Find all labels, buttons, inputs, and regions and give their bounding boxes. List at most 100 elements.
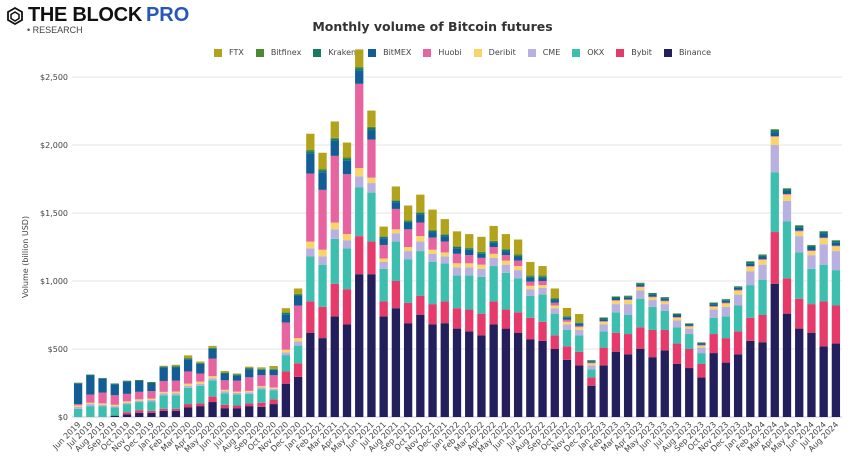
legend-item-cme[interactable]: CME [527,48,560,57]
bar-segment-cme [330,229,339,239]
bar-segment-bitmex [416,214,425,223]
bar-segment-binance [807,332,816,417]
legend-item-bitmex[interactable]: BitMEX [368,48,411,57]
bar-segment-binance [440,323,449,417]
bar-segment-cme [746,271,755,286]
bar-segment-deribit [428,249,437,254]
bar-segment-bitfinex [770,129,779,131]
legend-item-binance[interactable]: Binance [663,48,711,57]
bar-segment-kraken [379,236,388,239]
bar-segment-cme [367,183,376,193]
bar-segment-kraken [122,380,132,382]
bar-segment-bitmex [379,238,388,245]
bar-segment-deribit [648,297,657,301]
bar-segment-bybit [208,396,217,403]
bar-segment-kraken [245,368,254,370]
bar-segment-huobi [636,286,645,288]
bar-segment-deribit [746,266,755,272]
bar-segment-bitfinex [636,282,645,284]
bar-segment-ftx [220,371,229,373]
bar-segment-huobi [685,325,694,327]
bar-stack [685,323,694,417]
bar-segment-cme [819,244,828,265]
bar-segment-bitfinex [318,169,327,171]
bar-segment-kraken [550,298,559,301]
bar-segment-huobi [293,305,303,339]
bar-segment-bitfinex [758,254,767,256]
bar-segment-okx [391,241,401,281]
bar-segment-huobi [465,255,474,264]
bar-segment-deribit [293,338,303,342]
bar-segment-bybit [428,304,437,325]
bar-stack [648,292,657,417]
legend-item-kraken[interactable]: Kraken [313,48,356,57]
bar-segment-ftx [342,142,352,158]
bar-segment-huobi [550,302,559,306]
bar-segment-bybit [330,283,339,317]
bar-segment-deribit [110,404,119,407]
bar-segment-huobi [562,319,572,322]
bar-stack [367,110,376,417]
bar-segment-huobi [367,139,376,178]
bar-stack [672,313,682,417]
bar-segment-cme [318,256,327,265]
bar-segment-bitmex [575,323,584,326]
bar-stack [110,383,119,417]
legend-item-okx[interactable]: OKX [572,48,604,57]
bar-segment-binance [183,407,193,417]
bar-stack [831,240,841,417]
bar-segment-bitmex [159,367,168,381]
bar-segment-binance [452,328,462,417]
bar-segment-okx [477,276,486,314]
legend-label: Bitfinex [270,48,302,57]
bar-segment-bitmex [135,380,144,392]
bar-segment-huobi [758,259,767,260]
bar-segment-kraken [709,303,718,305]
legend-item-bybit[interactable]: Bybit [616,48,652,57]
bar-segment-okx [208,380,217,397]
bar-segment-deribit [795,231,804,237]
legend-swatch [423,48,432,57]
bar-segment-deribit [367,177,376,184]
bar-stack [782,188,792,417]
bar-segment-okx [416,251,425,296]
bar-segment-bitfinex [391,200,401,201]
bar-segment-ftx [171,364,181,367]
bar-segment-cme [501,264,511,273]
bar-stack [807,244,816,417]
bar-segment-cme [122,402,132,405]
bar-segment-binance [293,376,303,417]
bar-segment-huobi [98,392,107,404]
bar-segment-deribit [660,301,669,305]
legend-item-huobi[interactable]: Huobi [423,48,462,57]
bar-segment-bitfinex [208,347,217,349]
bar-segment-bitfinex [465,247,474,249]
legend-label: OKX [587,48,605,57]
bar-segment-bitmex [122,381,132,394]
legend-item-ftx[interactable]: FTX [214,48,244,57]
bar-segment-kraken [501,249,511,252]
bar-segment-bitfinex [782,188,792,189]
bar-segment-bitmex [367,130,376,140]
bar-segment-kraken [685,323,694,325]
bar-segment-okx [232,394,242,406]
bar-stack [98,377,107,417]
bar-stack [623,295,633,417]
bar-stack [452,231,462,417]
bar-segment-okx [562,329,572,347]
bar-segment-cme [575,329,584,336]
bar-segment-bitfinex [819,231,828,232]
bar-segment-kraken [342,158,352,161]
bar-segment-bybit [171,408,181,411]
legend-swatch [214,48,222,57]
bar-segment-binance [636,349,645,417]
bar-segment-kraken [135,380,144,381]
legend-item-deribit[interactable]: Deribit [473,48,516,57]
bar-segment-ftx [489,225,498,241]
bar-segment-deribit [721,303,731,307]
legend-swatch [663,48,672,57]
bar-segment-bybit [733,331,743,355]
bar-stack [342,142,352,417]
legend-item-bitfinex[interactable]: Bitfinex [255,48,302,57]
bar-segment-bitmex [183,359,193,372]
